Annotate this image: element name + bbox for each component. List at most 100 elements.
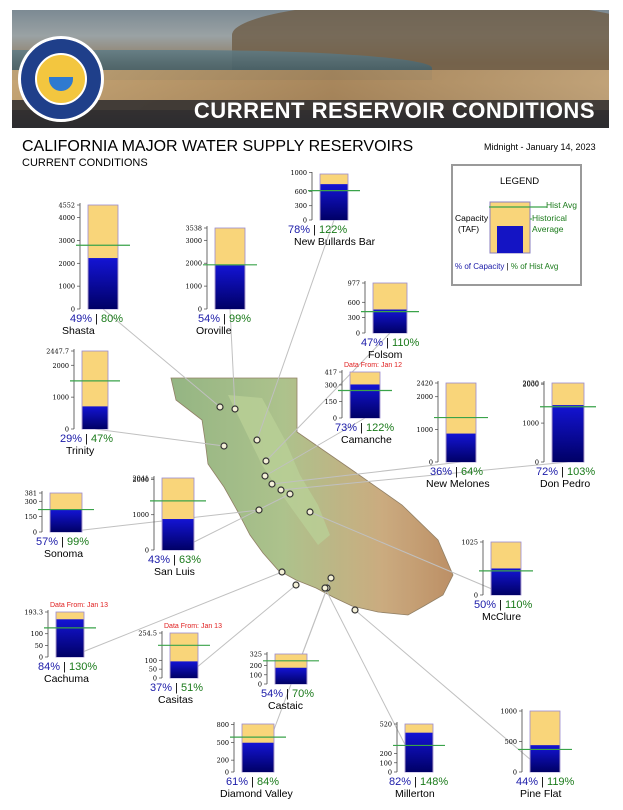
- pct-hist: 119%: [547, 776, 575, 788]
- y-tick-label: 50: [149, 666, 157, 674]
- leader-line: [183, 584, 297, 679]
- pct-labels: 82% | 148%: [389, 776, 448, 788]
- legend-hist-avg: Hist Avg: [546, 200, 578, 210]
- data-date-note: Data From: Jan 13: [50, 602, 108, 609]
- y-tick-label: 381: [25, 490, 37, 498]
- pct-capacity: 47%: [361, 337, 384, 349]
- legend-average: Average: [532, 224, 564, 234]
- y-tick-label: 0: [33, 529, 37, 537]
- bar-chart-oroville: 0 1000 2000 3000 3538: [185, 225, 257, 314]
- pct-capacity: 29%: [60, 433, 83, 445]
- pct-hist: 148%: [420, 776, 449, 788]
- reservoir-dot: [351, 606, 359, 614]
- y-tick-label: 100: [250, 671, 262, 679]
- y-tick-label: 2041: [132, 475, 149, 483]
- pct-separator: |: [310, 224, 320, 236]
- report-timestamp: Midnight - January 14, 2023: [484, 142, 596, 152]
- pct-hist: 103%: [567, 466, 596, 478]
- reservoir-dot: [278, 568, 286, 576]
- y-tick-label: 325: [250, 651, 262, 659]
- pct-separator: |: [58, 536, 68, 548]
- pct-capacity: 50%: [474, 599, 497, 611]
- y-tick-label: 300: [348, 314, 360, 322]
- leader-line: [324, 587, 420, 773]
- y-tick-label: 0: [71, 306, 75, 314]
- reservoir-dot: [261, 472, 269, 480]
- pct-capacity: 36%: [430, 466, 453, 478]
- leader-line: [102, 308, 221, 408]
- pct-separator: |: [496, 599, 506, 611]
- storage-bar: [82, 406, 108, 429]
- storage-bar: [170, 661, 198, 678]
- y-tick-label: 0: [65, 426, 69, 434]
- legend-bar: [489, 201, 547, 254]
- seal-icon: [35, 53, 87, 105]
- leader-line: [280, 461, 569, 491]
- pct-labels: 44% | 119%: [516, 776, 574, 788]
- pct-hist: 99%: [229, 313, 252, 325]
- reservoir-dot: [321, 584, 329, 592]
- legend-capacity: Capacity: [455, 213, 489, 223]
- pct-capacity: 61%: [226, 776, 249, 788]
- y-tick-label: 0: [198, 306, 202, 314]
- pct-separator: |: [452, 466, 462, 478]
- reservoir-shasta: 0 1000 2000 3000 4000 4552 49% | 80% Shasta: [48, 202, 188, 347]
- pct-labels: 72% | 103%: [536, 466, 595, 478]
- pct-capacity: 73%: [335, 422, 358, 434]
- pct-labels: 50% | 110%: [474, 599, 532, 611]
- pct-labels: 29% | 47%: [60, 433, 113, 445]
- y-tick-label: 300: [295, 202, 307, 210]
- y-tick-label: 2447.7: [46, 348, 69, 356]
- reservoir-name: Millerton: [395, 788, 435, 800]
- y-tick-label: 254.5: [138, 630, 157, 638]
- reservoir-dot: [231, 405, 239, 413]
- report-title: CALIFORNIA MAJOR WATER SUPPLY RESERVOIRS: [22, 138, 414, 155]
- y-tick-label: 500: [217, 739, 229, 747]
- storage-bar: [215, 265, 245, 309]
- y-tick-label: 4000: [58, 214, 75, 222]
- legend: LEGEND Capacity (TAF) Hist Avg Historica…: [451, 164, 582, 286]
- reservoir-name: Folsom: [368, 349, 403, 361]
- y-tick-label: 500: [505, 738, 517, 746]
- storage-bar: [88, 258, 118, 309]
- pct-separator: |: [92, 313, 102, 325]
- pct-hist: 110%: [505, 599, 533, 611]
- y-tick-label: 1000: [522, 420, 539, 428]
- pct-separator: |: [538, 776, 548, 788]
- pct-labels: 37% | 51%: [150, 682, 203, 694]
- pct-separator: |: [248, 776, 258, 788]
- legend-taf: (TAF): [458, 224, 480, 234]
- legend-pct-hist: % of Hist Avg: [510, 262, 559, 271]
- reservoir-dot: [216, 403, 224, 411]
- bar-chart-diamond-valley: 0 200 500 800: [217, 721, 286, 777]
- reservoir-name: Oroville: [196, 325, 232, 337]
- pct-labels: 84% | 130%: [38, 661, 97, 673]
- reservoir-san-luis: 0 1000 2000 2041 43% | 63% San Luis: [124, 475, 264, 588]
- storage-bar: [350, 384, 380, 418]
- pct-separator: |: [60, 661, 70, 673]
- pct-separator: |: [82, 433, 92, 445]
- y-tick-label: 0: [39, 654, 43, 662]
- storage-bar: [320, 184, 348, 220]
- y-tick-label: 0: [474, 592, 478, 600]
- y-tick-label: 600: [348, 299, 360, 307]
- storage-bar: [552, 405, 584, 462]
- legend-separator: |: [504, 262, 511, 271]
- y-tick-label: 2000: [58, 260, 75, 268]
- pct-hist: 99%: [67, 536, 90, 548]
- pct-labels: 78% | 122%: [288, 224, 347, 236]
- y-tick-label: 1000: [290, 169, 307, 177]
- reservoir-new-bullards-bar: 0 300 600 1000 78% | 122% New Bullards Bar: [282, 169, 422, 258]
- central-valley: [228, 395, 330, 545]
- y-tick-label: 2000: [52, 362, 69, 370]
- pct-capacity: 57%: [36, 536, 59, 548]
- reservoir-cachuma: 0 50 100 193.3 84% | 130% Cachuma Data From: J…: [14, 602, 154, 695]
- bar-chart-cachuma: 0 50 100 193.3: [24, 609, 96, 662]
- y-tick-label: 2000: [522, 381, 539, 389]
- pct-hist: 70%: [292, 688, 315, 700]
- storage-bar: [446, 433, 476, 462]
- reservoir-dot: [277, 486, 285, 494]
- pct-capacity: 37%: [150, 682, 173, 694]
